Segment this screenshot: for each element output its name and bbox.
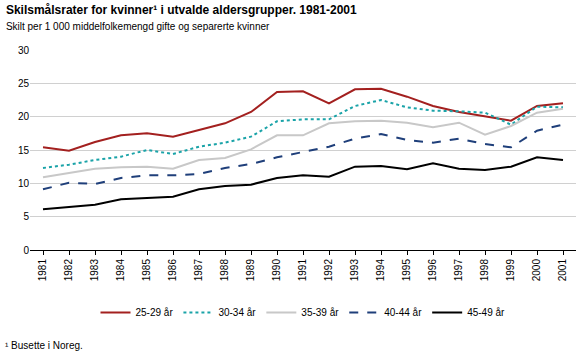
svg-text:0: 0 [23,245,29,256]
svg-text:1982: 1982 [63,259,74,282]
svg-text:10: 10 [18,178,30,189]
svg-text:1999: 1999 [505,259,516,282]
svg-text:30-34 år: 30-34 år [218,307,256,318]
svg-text:1981: 1981 [37,259,48,282]
svg-text:25-29 år: 25-29 år [136,307,174,318]
svg-text:45-49 år: 45-49 år [467,307,505,318]
svg-text:1991: 1991 [297,259,308,282]
svg-text:35-39 år: 35-39 år [301,307,339,318]
svg-text:1990: 1990 [271,259,282,282]
svg-text:1986: 1986 [167,259,178,282]
svg-text:1995: 1995 [401,259,412,282]
svg-text:1994: 1994 [375,259,386,282]
svg-text:2000: 2000 [531,259,542,282]
svg-text:Skilsmålsrater for kvinner¹ i: Skilsmålsrater for kvinner¹ i utvalde al… [6,3,357,32]
svg-text:25: 25 [18,78,30,89]
svg-text:1987: 1987 [193,259,204,282]
svg-text:1984: 1984 [115,259,126,282]
svg-text:20: 20 [18,111,30,122]
svg-text:1998: 1998 [479,259,490,282]
svg-text:1993: 1993 [349,259,360,282]
svg-text:30: 30 [18,45,30,56]
svg-text:5: 5 [23,211,29,222]
svg-text:1983: 1983 [89,259,100,282]
svg-text:1992: 1992 [323,259,334,282]
svg-text:1997: 1997 [453,259,464,282]
svg-text:2001: 2001 [557,259,568,282]
svg-text:15: 15 [18,145,30,156]
svg-text:1989: 1989 [245,259,256,282]
svg-text:1988: 1988 [219,259,230,282]
svg-text:40-44 år: 40-44 år [384,307,422,318]
svg-text:1985: 1985 [141,259,152,282]
svg-text:1996: 1996 [427,259,438,282]
svg-text:¹ Busette i Noreg.: ¹ Busette i Noreg. [5,340,83,351]
